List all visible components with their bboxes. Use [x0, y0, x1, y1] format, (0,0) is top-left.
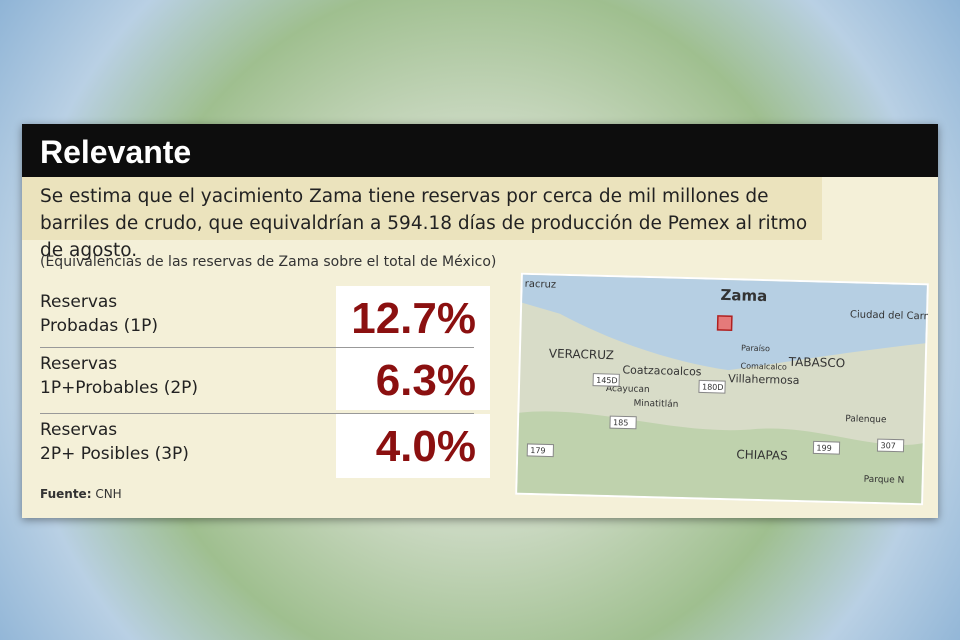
subtitle: (Equivalencias de las reservas de Zama s…: [40, 254, 497, 270]
map-label: Minatitlán: [633, 399, 678, 410]
header-title: Relevante: [22, 124, 938, 177]
map-label: Paraíso: [741, 343, 770, 353]
map-label: CHIAPAS: [736, 447, 788, 462]
map-label: Villahermosa: [728, 372, 800, 387]
row-value: 12.7%: [336, 286, 490, 348]
road-number: 180D: [702, 382, 724, 392]
land: [517, 411, 923, 504]
row-separator: [40, 413, 474, 414]
row-label: Reservas Probadas (1P): [40, 290, 158, 338]
map-label: Comalcalco: [740, 361, 787, 371]
road-number: 199: [816, 443, 832, 452]
road-number: 185: [613, 418, 629, 427]
row-label-line: Probadas (1P): [40, 316, 158, 336]
table-row: Reservas 1P+Probables (2P) 6.3%: [40, 348, 490, 410]
map-label: racruz: [525, 279, 557, 291]
map-label: Acayucan: [606, 384, 650, 395]
table-row: Reservas 2P+ Posibles (3P) 4.0%: [40, 414, 490, 478]
road-shield: [526, 443, 554, 458]
map-label: Ciudad del Carmen: [850, 309, 929, 323]
road-shield: [592, 373, 620, 387]
row-label: Reservas 2P+ Posibles (3P): [40, 418, 189, 466]
road-shield: [609, 415, 637, 430]
road-number: 179: [530, 446, 546, 455]
zama-marker: [716, 315, 733, 331]
description: Se estima que el yacimiento Zama tiene r…: [40, 186, 808, 261]
row-separator: [40, 347, 474, 348]
map-label: Coatzacoalcos: [622, 363, 702, 378]
source-label: Fuente:: [40, 487, 92, 501]
row-label-line: 2P+ Posibles (3P): [40, 444, 189, 464]
panel: Relevante Se estima que el yacimiento Za…: [22, 124, 938, 518]
road-number: 145D: [596, 376, 618, 386]
map-label: Parque N: [864, 475, 905, 486]
row-value: 4.0%: [336, 414, 490, 478]
row-label-line: 1P+Probables (2P): [40, 378, 199, 398]
row-label: Reservas 1P+Probables (2P): [40, 352, 198, 400]
row-label-line: Reservas: [40, 292, 118, 312]
map-label: VERACRUZ: [549, 346, 615, 362]
table-row: Reservas Probadas (1P) 12.7%: [40, 286, 490, 348]
row-label-line: Reservas: [40, 354, 118, 374]
road-shield: [876, 438, 905, 453]
road-shield: [698, 379, 726, 394]
row-label-line: Reservas: [40, 420, 118, 440]
road-shield: [812, 440, 841, 455]
map-label: Palenque: [845, 414, 887, 425]
map-label: Zama: [720, 286, 767, 305]
row-value: 6.3%: [336, 348, 490, 410]
source-text: CNH: [95, 487, 122, 501]
road-number: 307: [880, 441, 896, 450]
map: Zama racruz Ciudad del Carmen VERACRUZ TABAS…: [515, 272, 929, 506]
description-band: Se estima que el yacimiento Zama tiene r…: [22, 177, 822, 261]
map-label: TABASCO: [788, 355, 846, 371]
source: Fuente: CNH: [40, 487, 122, 501]
